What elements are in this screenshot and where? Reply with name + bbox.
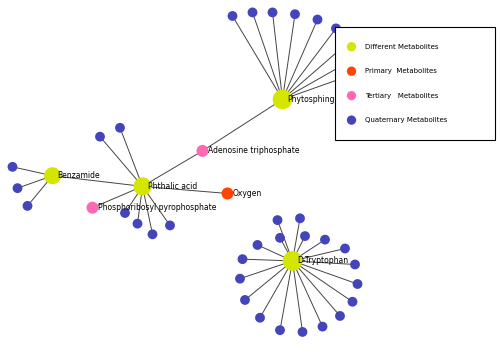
FancyBboxPatch shape (335, 27, 495, 140)
Point (301, 233, 309, 239)
Point (318, 324, 326, 329)
Text: Adenosine triphosphate: Adenosine triphosphate (208, 146, 299, 155)
Point (348, 299, 356, 305)
Text: Oxygen: Oxygen (232, 189, 262, 198)
Text: Tertiary   Metabolites: Tertiary Metabolites (365, 93, 438, 99)
Point (134, 221, 141, 226)
Point (121, 210, 129, 216)
Text: Phthalic acid: Phthalic acid (148, 182, 197, 191)
Point (354, 281, 362, 287)
Text: Phytosphingosine: Phytosphingosine (288, 95, 356, 104)
Point (241, 297, 249, 303)
Point (198, 148, 206, 154)
Point (276, 327, 284, 333)
Text: Primary  Metabolites: Primary Metabolites (365, 68, 437, 74)
Point (256, 315, 264, 321)
Point (296, 215, 304, 221)
Point (166, 223, 174, 228)
Point (341, 246, 349, 251)
Point (88, 205, 96, 211)
Point (14, 185, 22, 191)
Point (354, 54, 362, 60)
Point (274, 217, 281, 223)
Point (278, 97, 286, 102)
Point (348, 93, 356, 98)
Point (148, 231, 156, 237)
Point (116, 125, 124, 131)
Point (314, 17, 322, 22)
Point (348, 69, 356, 74)
Point (288, 258, 296, 264)
Text: Phosphoribosyl pyrophosphate: Phosphoribosyl pyrophosphate (98, 203, 216, 212)
Point (248, 10, 256, 15)
Point (138, 184, 146, 189)
Point (348, 117, 356, 123)
Point (351, 262, 359, 267)
Point (332, 26, 340, 31)
Text: Quaternary Metabolites: Quaternary Metabolites (365, 117, 448, 123)
Point (336, 313, 344, 319)
Text: Benzamide: Benzamide (58, 171, 100, 180)
Point (8, 164, 16, 170)
Point (238, 256, 246, 262)
Point (48, 173, 56, 179)
Text: D-Tryptophan: D-Tryptophan (298, 256, 348, 266)
Point (224, 191, 232, 196)
Point (354, 70, 362, 76)
Point (268, 10, 276, 15)
Point (236, 276, 244, 282)
Point (96, 134, 104, 140)
Point (254, 242, 262, 248)
Point (228, 13, 236, 19)
Point (24, 203, 32, 209)
Point (276, 235, 284, 241)
Point (321, 237, 329, 242)
Text: Different Metabolites: Different Metabolites (365, 44, 438, 50)
Point (291, 11, 299, 17)
Point (346, 38, 354, 44)
Point (348, 44, 356, 50)
Point (298, 329, 306, 335)
